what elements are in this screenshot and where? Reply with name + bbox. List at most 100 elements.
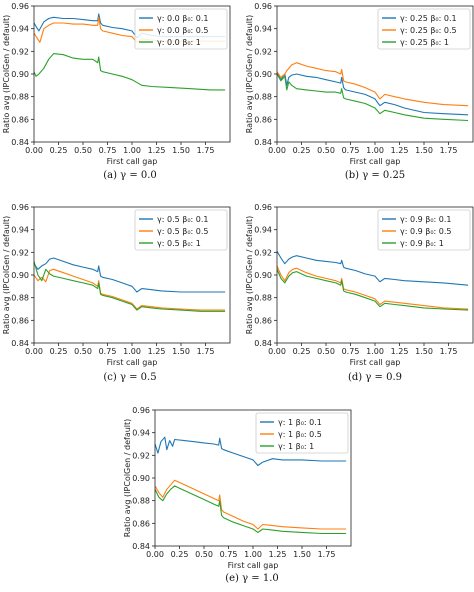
x-tick-label: 0.50 <box>317 146 335 155</box>
y-tick-label: 0.88 <box>11 93 29 102</box>
x-tick-label: 1.25 <box>269 550 287 559</box>
panel-caption: (e) γ = 1.0 <box>225 573 279 584</box>
series-line-3 <box>154 485 347 535</box>
legend-entry-3: γ: 0.25 β₀: 1 <box>400 38 449 47</box>
x-tick-label: 0.00 <box>146 550 164 559</box>
x-axis-label: First call gap <box>107 358 158 367</box>
x-tick-label: 1.75 <box>197 347 215 356</box>
x-tick-label: 1.25 <box>148 347 166 356</box>
legend-entry-1: γ: 0.25 β₀: 0.1 <box>400 14 457 23</box>
panel-caption: (a) γ = 0.0 <box>103 170 157 181</box>
legend-box <box>134 8 228 50</box>
y-tick-label: 0.84 <box>11 339 29 348</box>
y-tick-label: 0.86 <box>132 519 150 528</box>
x-tick-label: 0.50 <box>74 347 92 356</box>
y-tick-label: 0.84 <box>11 138 29 147</box>
legend-entry-3: γ: 1 β₀: 1 <box>278 442 314 451</box>
y-tick-label: 0.88 <box>254 93 272 102</box>
series-line-1 <box>33 257 226 293</box>
y-tick-label: 0.90 <box>132 474 150 483</box>
x-tick-label: 1.00 <box>366 146 384 155</box>
series-line-1 <box>276 250 469 286</box>
legend: γ: 1 β₀: 0.1 γ: 1 β₀: 0.5 γ: 1 β₀: 1 <box>255 412 349 454</box>
y-tick-label: 0.94 <box>132 429 150 438</box>
y-tick-label: 0.88 <box>11 294 29 303</box>
x-tick-label: 1.00 <box>123 347 141 356</box>
x-tick-label: 1.50 <box>415 146 433 155</box>
y-tick-label: 0.90 <box>11 70 29 79</box>
x-tick-label: 0.75 <box>220 550 238 559</box>
x-axis-label: First call gap <box>107 157 158 166</box>
legend: γ: 0.9 β₀: 0.1 γ: 0.9 β₀: 0.5 γ: 0.9 β₀: 1 <box>377 209 471 251</box>
y-tick-label: 0.90 <box>254 70 272 79</box>
chart-panel-e: 0.00 0.25 0.50 0.75 1.00 1.25 1.50 1.75 0.84 0.86… <box>123 406 352 584</box>
series-line-2 <box>276 62 469 107</box>
y-tick-label: 0.92 <box>132 451 150 460</box>
x-tick-label: 0.75 <box>342 347 360 356</box>
x-tick-label: 1.75 <box>197 146 215 155</box>
x-tick-label: 0.50 <box>195 550 213 559</box>
legend-box <box>134 209 228 251</box>
legend-entry-2: γ: 0.5 β₀: 0.5 <box>157 227 209 236</box>
legend-entry-2: γ: 1 β₀: 0.5 <box>278 430 322 439</box>
x-tick-label: 1.25 <box>391 347 409 356</box>
x-tick-label: 0.25 <box>293 146 311 155</box>
y-tick-label: 0.94 <box>11 25 29 34</box>
y-tick-label: 0.84 <box>254 339 272 348</box>
x-tick-label: 1.50 <box>172 347 190 356</box>
legend-entry-3: γ: 0.0 β₀: 1 <box>157 38 201 47</box>
x-tick-label: 0.25 <box>50 347 68 356</box>
chart-panel-d: 0.00 0.25 0.50 0.75 1.00 1.25 1.50 1.75 0.84 0.86… <box>245 203 474 383</box>
legend-entry-2: γ: 0.0 β₀: 0.5 <box>157 26 209 35</box>
y-tick-label: 0.96 <box>11 2 29 11</box>
series-line-3 <box>276 269 469 311</box>
y-tick-label: 0.94 <box>254 25 272 34</box>
y-tick-label: 0.90 <box>254 271 272 280</box>
panel-caption: (c) γ = 0.5 <box>103 372 156 383</box>
y-axis-label: Ratio avg (IPColGen / default) <box>245 216 254 335</box>
x-tick-label: 0.50 <box>317 347 335 356</box>
x-tick-label: 0.25 <box>293 347 311 356</box>
x-axis-label: First call gap <box>350 157 401 166</box>
x-tick-label: 1.50 <box>415 347 433 356</box>
series-line-3 <box>33 53 226 91</box>
series-line-1 <box>276 72 469 116</box>
legend-entry-1: γ: 0.0 β₀: 0.1 <box>157 14 209 23</box>
series-line-1 <box>154 436 347 467</box>
legend-entry-3: γ: 0.5 β₀: 1 <box>157 239 201 248</box>
y-tick-label: 0.88 <box>254 294 272 303</box>
y-tick-label: 0.86 <box>254 316 272 325</box>
legend-box <box>377 209 471 251</box>
y-tick-label: 0.88 <box>132 497 150 506</box>
y-axis-label: Ratio avg (IPColGen / default) <box>123 419 132 538</box>
x-tick-label: 0.25 <box>50 146 68 155</box>
y-tick-label: 0.86 <box>11 316 29 325</box>
legend-entry-2: γ: 0.9 β₀: 0.5 <box>400 227 452 236</box>
x-tick-label: 0.75 <box>99 347 117 356</box>
legend-box <box>255 412 349 454</box>
x-tick-label: 1.75 <box>318 550 336 559</box>
x-tick-label: 0.75 <box>342 146 360 155</box>
x-tick-label: 0.00 <box>25 347 43 356</box>
legend-entry-2: γ: 0.25 β₀: 0.5 <box>400 26 457 35</box>
y-tick-label: 0.84 <box>254 138 272 147</box>
x-axis-label: First call gap <box>350 358 401 367</box>
y-axis-label: Ratio avg (IPColGen / default) <box>245 15 254 134</box>
x-tick-label: 1.75 <box>440 146 458 155</box>
x-tick-label: 1.00 <box>366 347 384 356</box>
y-tick-label: 0.94 <box>254 226 272 235</box>
x-tick-label: 1.00 <box>244 550 262 559</box>
x-tick-label: 0.00 <box>268 146 286 155</box>
x-tick-label: 0.25 <box>171 550 189 559</box>
x-tick-label: 0.50 <box>74 146 92 155</box>
series-line-2 <box>154 479 347 530</box>
y-tick-label: 0.92 <box>254 248 272 257</box>
chart-panel-a: 0.00 0.25 0.50 0.75 1.00 1.25 1.50 1.75 0.84 0.86… <box>2 2 231 181</box>
y-tick-label: 0.92 <box>11 248 29 257</box>
y-tick-label: 0.96 <box>254 2 272 11</box>
y-tick-label: 0.96 <box>11 203 29 212</box>
y-tick-label: 0.92 <box>11 47 29 56</box>
x-tick-label: 0.75 <box>99 146 117 155</box>
x-tick-label: 1.75 <box>440 347 458 356</box>
